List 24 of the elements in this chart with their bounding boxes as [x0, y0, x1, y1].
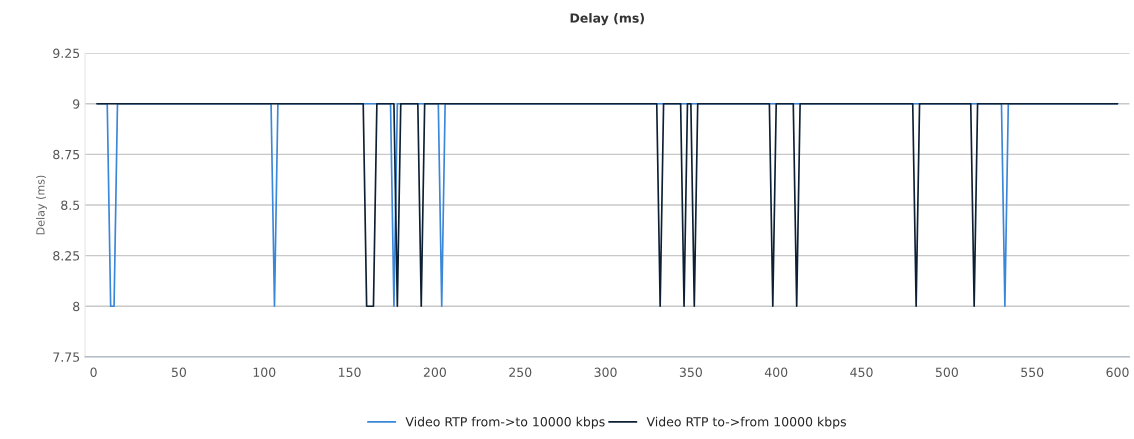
chart-title: Delay (ms): [570, 13, 644, 26]
x-tick-label: 600: [1106, 367, 1129, 377]
y-tick-label: 9: [73, 99, 80, 109]
x-tick-label: 50: [171, 367, 187, 377]
x-tick-label: 100: [253, 367, 276, 377]
x-tick-label: 0: [90, 367, 97, 377]
y-tick-label: 8.75: [53, 149, 80, 160]
x-tick-label: 150: [339, 367, 361, 377]
y-tick-label: 7.75: [53, 352, 80, 362]
legend-label: Video RTP to->from 10000 kbps: [646, 416, 846, 429]
x-tick-label: 400: [764, 367, 788, 377]
x-tick-label: 550: [1021, 367, 1044, 377]
y-tick-label: 9.25: [53, 48, 80, 59]
x-tick-label: 250: [509, 367, 532, 377]
x-tick-label: 450: [850, 367, 873, 377]
legend-label: Video RTP from->to 10000 kbps: [405, 416, 605, 429]
x-tick-label: 200: [423, 367, 446, 377]
x-tick-label: 300: [594, 367, 617, 377]
y-tick-label: 8.25: [53, 251, 80, 261]
x-tick-label: 350: [679, 367, 702, 377]
y-tick-label: 8: [73, 301, 80, 312]
y-tick-label: 8.5: [61, 200, 80, 210]
y-axis-title: Delay (ms): [36, 175, 47, 235]
x-tick-label: 500: [935, 367, 958, 377]
